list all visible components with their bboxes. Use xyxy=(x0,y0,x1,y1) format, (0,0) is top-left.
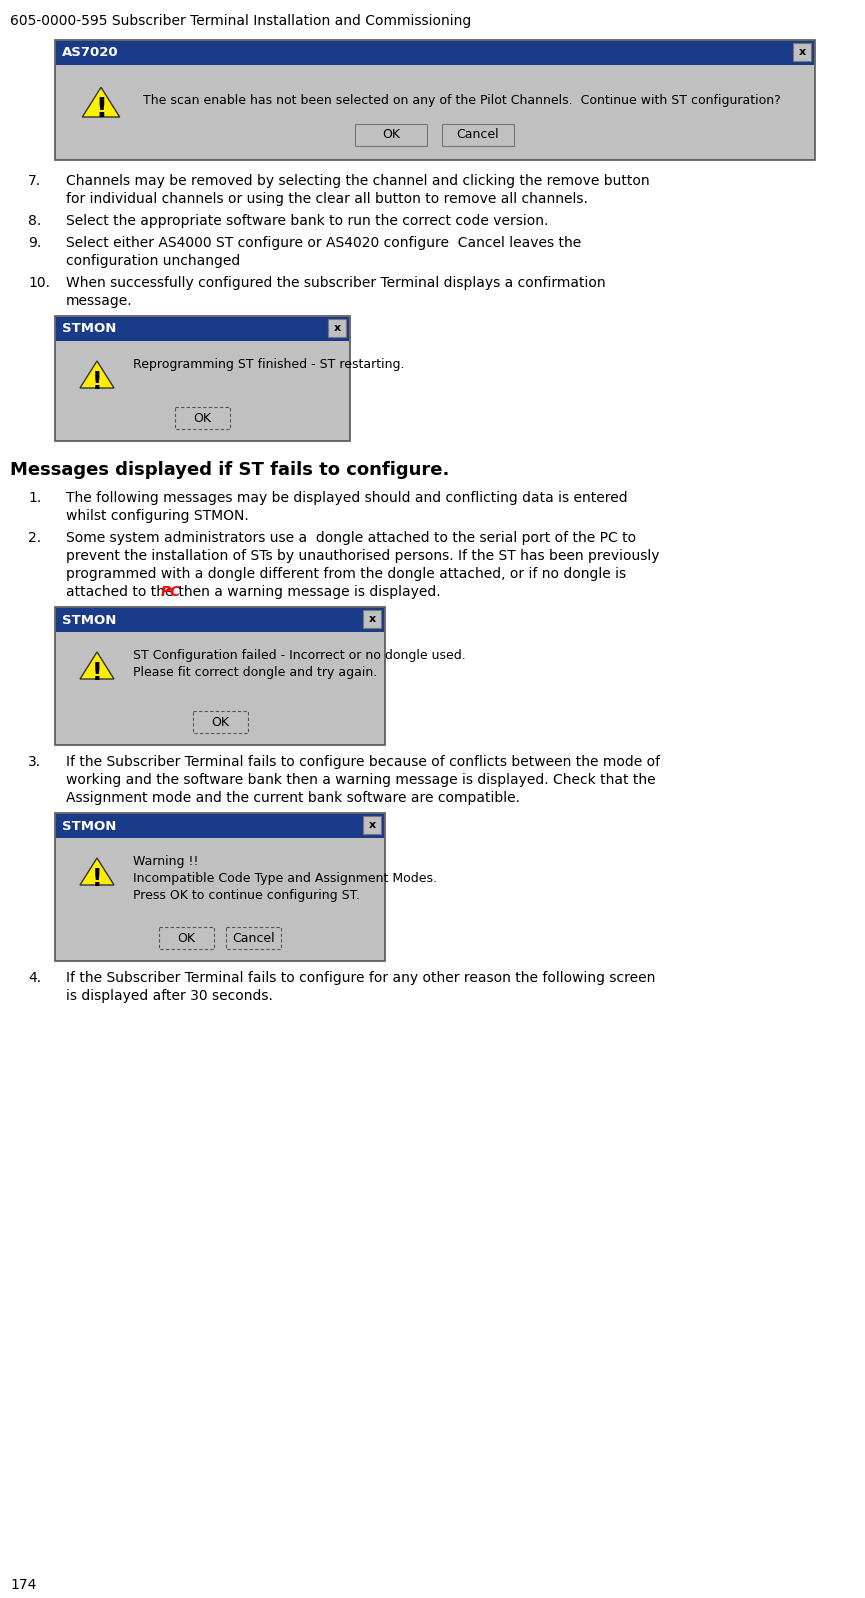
Bar xyxy=(55,813,385,960)
Text: The following messages may be displayed should and conflicting data is entered: The following messages may be displayed … xyxy=(66,491,628,505)
Bar xyxy=(55,316,350,441)
Text: configuration unchanged: configuration unchanged xyxy=(66,254,240,268)
Text: !: ! xyxy=(92,371,102,395)
Text: 605-0000-595 Subscriber Terminal Installation and Commissioning: 605-0000-595 Subscriber Terminal Install… xyxy=(10,14,471,29)
Text: Warning !!: Warning !! xyxy=(133,855,198,868)
Polygon shape xyxy=(80,361,114,388)
Text: for individual channels or using the clear all button to remove all channels.: for individual channels or using the cle… xyxy=(66,192,588,206)
Text: STMON: STMON xyxy=(62,820,117,833)
Text: whilst configuring STMON.: whilst configuring STMON. xyxy=(66,510,249,523)
Text: 3.: 3. xyxy=(28,754,42,769)
Text: is displayed after 30 seconds.: is displayed after 30 seconds. xyxy=(66,989,272,1004)
Text: message.: message. xyxy=(66,294,132,308)
Text: 9.: 9. xyxy=(28,237,42,249)
Text: Please fit correct dongle and try again.: Please fit correct dongle and try again. xyxy=(133,666,377,679)
Bar xyxy=(56,607,384,631)
Text: x: x xyxy=(798,46,805,58)
Text: If the Subscriber Terminal fails to configure because of conflicts between the m: If the Subscriber Terminal fails to conf… xyxy=(66,754,660,769)
Text: Channels may be removed by selecting the channel and clicking the remove button: Channels may be removed by selecting the… xyxy=(66,174,650,189)
Bar xyxy=(159,927,214,949)
Text: OK: OK xyxy=(194,412,212,425)
Text: The scan enable has not been selected on any of the Pilot Channels.  Continue wi: The scan enable has not been selected on… xyxy=(143,94,781,107)
Text: OK: OK xyxy=(212,716,229,729)
Polygon shape xyxy=(80,858,114,885)
Text: Cancel: Cancel xyxy=(232,932,275,944)
Bar xyxy=(55,40,815,160)
Text: STMON: STMON xyxy=(62,323,117,336)
Text: ST Configuration failed - Incorrect or no dongle used.: ST Configuration failed - Incorrect or n… xyxy=(133,649,465,662)
Bar xyxy=(226,927,281,949)
Bar xyxy=(363,817,381,834)
Text: Press OK to continue configuring ST.: Press OK to continue configuring ST. xyxy=(133,888,360,901)
Text: Select the appropriate software bank to run the correct code version.: Select the appropriate software bank to … xyxy=(66,214,548,229)
Text: 8.: 8. xyxy=(28,214,42,229)
Bar xyxy=(56,42,814,66)
Polygon shape xyxy=(82,88,119,117)
Text: x: x xyxy=(368,614,375,623)
Text: 10.: 10. xyxy=(28,276,50,289)
Text: Assignment mode and the current bank software are compatible.: Assignment mode and the current bank sof… xyxy=(66,791,520,805)
Bar xyxy=(363,610,381,628)
Bar xyxy=(355,125,427,145)
Text: working and the software bank then a warning message is displayed. Check that th: working and the software bank then a war… xyxy=(66,773,656,786)
Text: x: x xyxy=(333,323,341,332)
Text: Cancel: Cancel xyxy=(457,128,499,142)
Text: Some system administrators use a  dongle attached to the serial port of the PC t: Some system administrators use a dongle … xyxy=(66,531,636,545)
Bar xyxy=(56,813,384,837)
Text: prevent the installation of STs by unauthorised persons. If the ST has been prev: prevent the installation of STs by unaut… xyxy=(66,550,659,562)
Text: !: ! xyxy=(92,868,102,892)
Text: 174: 174 xyxy=(10,1577,36,1592)
Bar xyxy=(56,316,349,340)
Text: STMON: STMON xyxy=(62,614,117,626)
Bar xyxy=(193,711,248,733)
Text: programmed with a dongle different from the dongle attached, or if no dongle is: programmed with a dongle different from … xyxy=(66,567,626,582)
Text: then a warning message is displayed.: then a warning message is displayed. xyxy=(174,585,441,599)
Text: 1.: 1. xyxy=(28,491,42,505)
Text: !: ! xyxy=(92,662,102,686)
Text: attached to the: attached to the xyxy=(66,585,178,599)
Text: AS7020: AS7020 xyxy=(62,46,119,59)
Text: 4.: 4. xyxy=(28,972,42,984)
Text: !: ! xyxy=(95,97,107,123)
Text: Incompatible Code Type and Assignment Modes.: Incompatible Code Type and Assignment Mo… xyxy=(133,873,437,885)
Bar xyxy=(328,320,346,337)
Bar xyxy=(442,125,514,145)
Text: Reprogramming ST finished - ST restarting.: Reprogramming ST finished - ST restartin… xyxy=(133,358,405,371)
Text: OK: OK xyxy=(382,128,400,142)
Text: Select either AS4000 ST configure or AS4020 configure  Cancel leaves the: Select either AS4000 ST configure or AS4… xyxy=(66,237,581,249)
Text: OK: OK xyxy=(177,932,195,944)
Text: When successfully configured the subscriber Terminal displays a confirmation: When successfully configured the subscri… xyxy=(66,276,606,289)
Text: x: x xyxy=(368,820,375,829)
Text: PC: PC xyxy=(161,585,182,599)
Bar xyxy=(793,43,811,61)
Polygon shape xyxy=(80,652,114,679)
Bar xyxy=(55,607,385,745)
Text: 2.: 2. xyxy=(28,531,42,545)
Text: Messages displayed if ST fails to configure.: Messages displayed if ST fails to config… xyxy=(10,460,450,479)
Text: If the Subscriber Terminal fails to configure for any other reason the following: If the Subscriber Terminal fails to conf… xyxy=(66,972,656,984)
Bar xyxy=(175,407,230,428)
Text: 7.: 7. xyxy=(28,174,42,189)
